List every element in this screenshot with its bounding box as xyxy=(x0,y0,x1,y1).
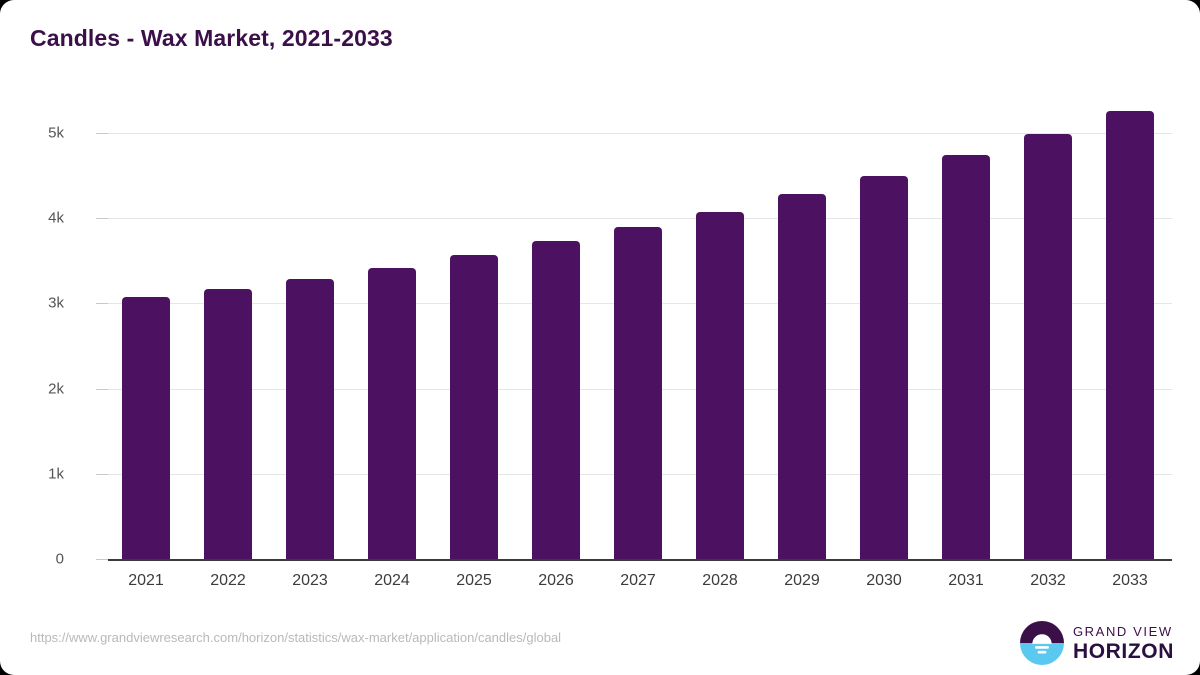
bar[interactable] xyxy=(1106,110,1154,559)
x-tick-label: 2024 xyxy=(374,572,410,589)
bar[interactable] xyxy=(450,254,498,559)
x-tick-label: 2031 xyxy=(948,572,984,589)
x-tick-label: 2023 xyxy=(292,572,328,589)
bar[interactable] xyxy=(614,226,662,559)
chart-title: Candles - Wax Market, 2021-2033 xyxy=(30,25,393,51)
bar[interactable] xyxy=(286,278,334,559)
x-tick-label: 2030 xyxy=(866,572,902,589)
bar[interactable] xyxy=(532,241,580,559)
bar[interactable] xyxy=(860,175,908,559)
x-tick-label: 2027 xyxy=(620,572,656,589)
source-url[interactable]: https://www.grandviewresearch.com/horizo… xyxy=(30,630,562,645)
bar[interactable] xyxy=(942,155,990,559)
y-tick-mark xyxy=(96,303,108,305)
x-tick-label: 2033 xyxy=(1112,572,1148,589)
y-tick-mark xyxy=(96,218,108,220)
y-tick-mark xyxy=(96,559,108,560)
gridline xyxy=(108,133,1172,134)
logo-line-1: GRAND VIEW xyxy=(1072,623,1173,639)
logo-line-2: HORIZON xyxy=(1072,639,1174,663)
x-tick-label: 2021 xyxy=(128,572,164,589)
y-tick-label: 4k xyxy=(48,209,64,227)
bar[interactable] xyxy=(368,268,416,559)
x-axis-line xyxy=(108,559,1172,561)
y-tick-mark xyxy=(96,473,108,475)
x-tick-label: 2032 xyxy=(1030,572,1066,589)
x-tick-label: 2022 xyxy=(210,572,246,589)
y-tick-mark xyxy=(96,388,108,390)
bar-series xyxy=(108,95,1172,560)
bar[interactable] xyxy=(778,194,826,559)
y-tick-label: 5k xyxy=(48,124,64,142)
y-tick-label: 3k xyxy=(48,294,64,312)
gridline xyxy=(108,218,1172,220)
x-tick-label: 2026 xyxy=(538,572,574,589)
x-tick-label: 2025 xyxy=(456,572,492,589)
x-tick-label: 2029 xyxy=(784,572,820,589)
horizon-mark-icon xyxy=(1019,621,1064,665)
y-tick-mark xyxy=(96,133,108,134)
grand-view-horizon-logo[interactable]: GRAND VIEW HORIZON xyxy=(1019,620,1174,666)
logo-wordmark: GRAND VIEW HORIZON xyxy=(1073,625,1174,662)
plot-area: 0 1k 2k 3k 4k 5k 2021 2022 2023 2024 2025 2026 2027… xyxy=(48,95,1172,589)
bar[interactable] xyxy=(204,288,252,559)
y-tick-label: 1k xyxy=(48,465,64,483)
y-tick-label: 0 xyxy=(55,550,64,568)
y-tick-label: 2k xyxy=(48,380,64,398)
bar[interactable] xyxy=(122,296,170,559)
bar[interactable] xyxy=(696,212,744,559)
bar[interactable] xyxy=(1024,133,1072,559)
x-tick-label: 2028 xyxy=(702,572,738,589)
